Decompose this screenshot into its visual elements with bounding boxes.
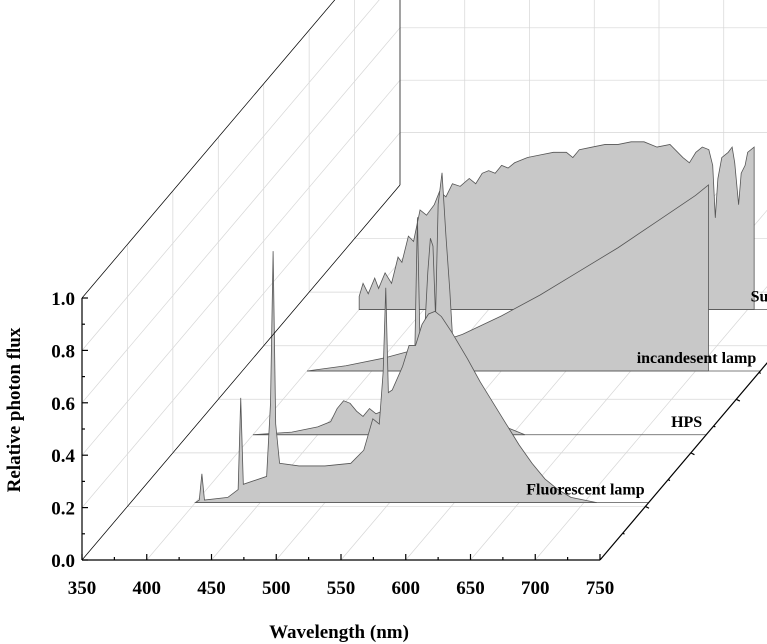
- x-tick-label-4: 550: [327, 578, 356, 599]
- depth-tick-5: [713, 425, 716, 428]
- depth-tick-3: [667, 479, 671, 482]
- y-tick-label-4: 0.8: [51, 341, 75, 362]
- series-label-2: incandesent lamp: [637, 350, 757, 367]
- frame-top-left-edge: [81, 0, 336, 299]
- left-wall-gridline-5: [81, 0, 336, 299]
- x-tick-label-1: 400: [133, 578, 162, 599]
- depth-tick-2: [645, 505, 650, 509]
- label-layer: Sunlight incandesent lamp HPS Fluorescent l…: [51, 289, 767, 600]
- y-tick-label-1: 0.2: [51, 499, 75, 520]
- x-tick-label-3: 500: [262, 578, 291, 599]
- depth-tick-4: [690, 452, 695, 456]
- depth-tick-1: [622, 532, 625, 535]
- left-wall-gridline-2: [81, 79, 401, 456]
- series-label-0: Fluorescent lamp: [526, 482, 644, 499]
- x-tick-label-5: 600: [392, 578, 421, 599]
- floor-gridline-7: [534, 286, 767, 561]
- axis-layer: [81, 0, 767, 561]
- series-area-2: [306, 184, 709, 372]
- x-tick-label-2: 450: [197, 578, 226, 599]
- depth-tick-7: [758, 371, 762, 374]
- left-wall-gridline-1: [81, 132, 401, 508]
- x-tick-label-6: 650: [456, 578, 485, 599]
- y-axis-title: Relative photon flux: [4, 327, 25, 492]
- series-area-0: [194, 251, 597, 504]
- x-axis-title: Wavelength (nm): [269, 622, 409, 643]
- series-label-3: Sunlight: [751, 289, 767, 306]
- left-wall-gridline-3: [81, 27, 401, 404]
- x-tick-label-8: 750: [586, 578, 615, 599]
- series-label-1: HPS: [671, 414, 702, 431]
- left-wall-gridline-4: [81, 0, 380, 351]
- y-tick-label-5: 1.0: [51, 289, 75, 310]
- series-layer: [194, 141, 767, 504]
- y-tick-label-2: 0.4: [51, 446, 75, 467]
- depth-tick-6: [736, 398, 741, 402]
- y-tick-label-3: 0.6: [51, 394, 75, 415]
- y-tick-label-0: 0.0: [51, 551, 75, 572]
- frame-floor-left-edge: [81, 184, 401, 561]
- x-tick-label-7: 700: [521, 578, 550, 599]
- x-tick-label-0: 350: [68, 578, 97, 599]
